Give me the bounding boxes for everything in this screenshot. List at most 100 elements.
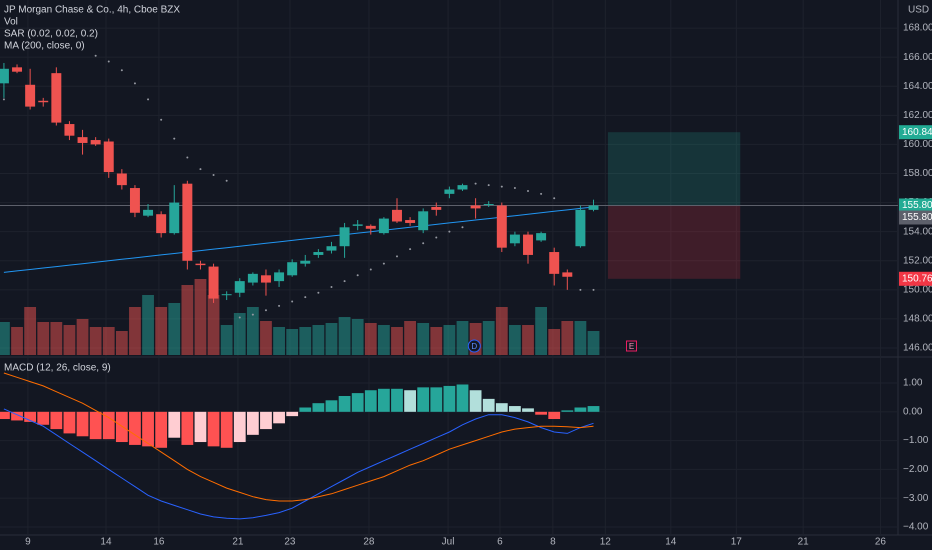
candle-body bbox=[496, 205, 507, 248]
sar-dot bbox=[487, 184, 490, 187]
candle-body bbox=[509, 234, 520, 244]
candle-body bbox=[523, 234, 533, 255]
sar-dot bbox=[461, 226, 464, 229]
candle-body bbox=[103, 141, 114, 173]
y-tick-label: 152.00 bbox=[903, 255, 932, 266]
y-tick-label: 162.00 bbox=[903, 110, 932, 121]
candle-body bbox=[0, 68, 9, 84]
event-label: D bbox=[471, 342, 477, 351]
macd-histogram-bar bbox=[129, 411, 141, 445]
candle-body bbox=[221, 294, 232, 296]
candle-body bbox=[38, 100, 49, 103]
macd-histogram-bar bbox=[377, 388, 390, 412]
symbol-title: JP Morgan Chase & Co., 4h, Cboe BZX bbox=[4, 5, 180, 16]
plot: 9 14 16 21 23 28 Jul 6 8 12 14 17 21 26 146.00 148.00 15… bbox=[0, 23, 932, 548]
sar-dot bbox=[278, 304, 281, 307]
volume-bar bbox=[129, 307, 141, 355]
candle-body bbox=[64, 124, 75, 136]
candle-body bbox=[129, 188, 140, 213]
volume-bar bbox=[587, 331, 600, 355]
x-tick-label: 21 bbox=[232, 537, 244, 548]
macd-histogram-bar bbox=[574, 407, 587, 412]
indicator-label: Vol bbox=[4, 17, 18, 28]
candle-body bbox=[247, 273, 258, 283]
y-tick-label: −3.00 bbox=[903, 493, 929, 504]
candle-body bbox=[274, 272, 285, 282]
volume-bar bbox=[509, 325, 521, 355]
sar-dot bbox=[579, 288, 582, 291]
candle-body bbox=[313, 252, 324, 255]
macd-histogram-bar bbox=[273, 411, 285, 424]
price-tag bbox=[899, 210, 932, 225]
price-tag-label: 155.80 bbox=[902, 212, 932, 223]
candle-body bbox=[378, 218, 389, 234]
sar-dot bbox=[500, 185, 503, 188]
price-tag bbox=[899, 198, 932, 213]
macd-histogram-bar bbox=[0, 411, 10, 420]
volume-bar bbox=[495, 307, 508, 355]
candle-body bbox=[208, 266, 219, 299]
candle-body bbox=[116, 173, 127, 186]
macd-histogram-bar bbox=[509, 406, 521, 412]
volume-bar bbox=[522, 325, 534, 355]
volume-bar bbox=[338, 317, 351, 355]
sar-dot bbox=[291, 300, 294, 303]
candle-body bbox=[549, 252, 560, 274]
macd-histogram-bar bbox=[24, 411, 37, 422]
candle-body bbox=[431, 206, 442, 210]
macd-histogram-bar bbox=[299, 407, 312, 412]
macd-histogram-bar bbox=[260, 411, 272, 430]
sar-dot bbox=[330, 285, 333, 288]
y-tick-label: −1.00 bbox=[903, 435, 929, 446]
macd-histogram-bar bbox=[286, 411, 299, 417]
volume-bar bbox=[391, 327, 403, 355]
volume-bar bbox=[76, 319, 89, 355]
macd-histogram-bar bbox=[495, 403, 508, 412]
volume-bar bbox=[37, 322, 50, 355]
macd-histogram-bar bbox=[522, 408, 534, 412]
event-marker bbox=[626, 340, 638, 352]
volume-bar bbox=[364, 323, 377, 355]
candle-body bbox=[392, 209, 402, 222]
volume-bar bbox=[286, 329, 299, 355]
macd-title: MACD (12, 26, close, 9) bbox=[4, 363, 111, 374]
volume-bar bbox=[102, 327, 115, 355]
sar-dot bbox=[435, 236, 438, 239]
sar-dot bbox=[395, 255, 398, 258]
x-tick-label: 16 bbox=[153, 537, 165, 548]
x-tick-label: 9 bbox=[25, 537, 31, 548]
macd-histogram-bar bbox=[482, 398, 495, 412]
candle-body bbox=[339, 227, 350, 247]
macd-histogram-bar bbox=[102, 411, 115, 440]
x-tick-label: 12 bbox=[600, 537, 612, 548]
y-tick-label: 148.00 bbox=[903, 314, 932, 325]
macd-histogram-bar bbox=[220, 411, 233, 448]
macd-histogram-bar bbox=[548, 411, 561, 420]
price-tag-label: 155.80 bbox=[902, 200, 932, 211]
volume-bar bbox=[430, 327, 443, 355]
volume-bar bbox=[63, 325, 76, 355]
y-tick-label: 158.00 bbox=[903, 168, 932, 179]
macd-histogram-bar bbox=[561, 410, 574, 412]
sar-dot bbox=[448, 230, 451, 233]
macd-histogram-bar bbox=[50, 411, 63, 430]
macd-histogram-bar bbox=[233, 411, 246, 443]
y-tick-label: 1.00 bbox=[903, 378, 923, 389]
candle-body bbox=[470, 205, 481, 209]
candle-body bbox=[195, 263, 206, 266]
sar-dot bbox=[513, 187, 516, 190]
volume-bar bbox=[0, 322, 10, 355]
indicator-label: SAR (0.02, 0.02, 0.2) bbox=[4, 29, 98, 40]
macd-histogram-bar bbox=[63, 411, 76, 434]
macd-histogram-bar bbox=[587, 406, 600, 412]
candle-body bbox=[588, 205, 599, 210]
candle-body bbox=[90, 140, 101, 145]
ma-line bbox=[3, 206, 594, 273]
volume-bar bbox=[548, 329, 561, 355]
volume-bar bbox=[443, 325, 456, 355]
event-marker bbox=[467, 339, 481, 353]
volume-bar bbox=[312, 325, 325, 355]
event-label: E bbox=[629, 342, 634, 351]
volume-bar bbox=[207, 295, 220, 355]
macd-histogram-bar bbox=[443, 385, 456, 412]
